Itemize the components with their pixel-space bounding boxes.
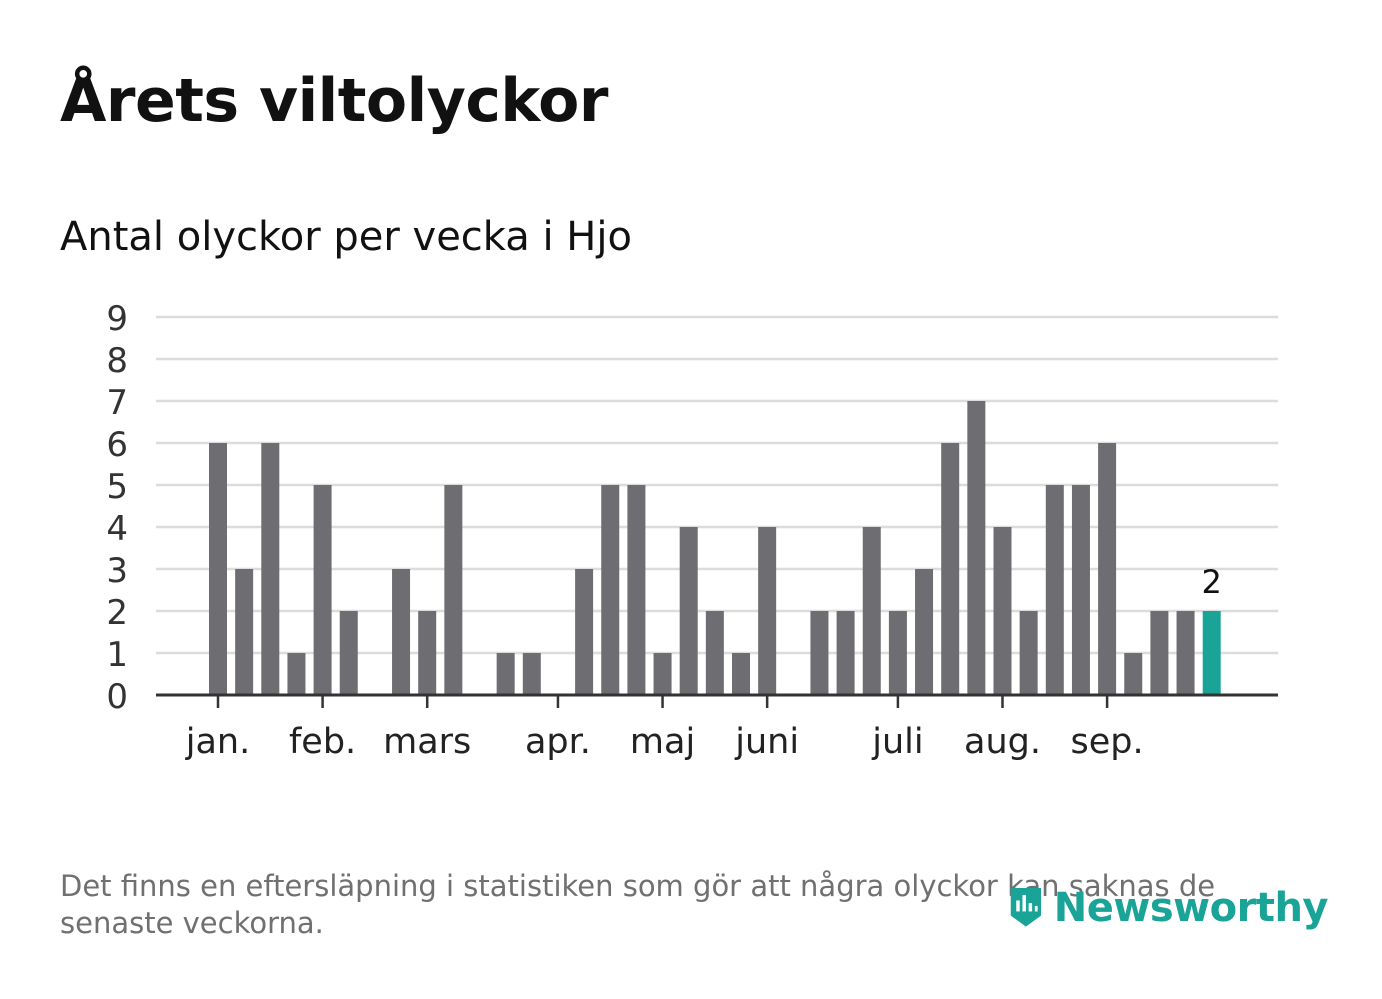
newsworthy-logo: Newsworthy	[1008, 872, 1329, 944]
x-tick-label: apr.	[525, 722, 591, 762]
bar	[1045, 485, 1064, 695]
bar	[915, 569, 934, 695]
x-tick-label: juli	[871, 722, 923, 762]
bar	[444, 485, 463, 695]
y-tick-label: 6	[106, 425, 128, 465]
bar	[705, 611, 724, 695]
highlight-data-label: 2	[1202, 563, 1222, 601]
bar	[1124, 653, 1143, 695]
x-tick-label: juni	[734, 722, 799, 762]
bar	[627, 485, 646, 695]
bar	[496, 653, 515, 695]
bar	[732, 653, 750, 695]
bar	[993, 527, 1012, 695]
bar	[392, 569, 411, 695]
bar	[836, 611, 855, 695]
data-labels: 2	[1202, 563, 1222, 601]
bar	[810, 611, 829, 695]
y-tick-label: 8	[106, 341, 128, 381]
bar	[418, 611, 437, 695]
bar	[209, 443, 227, 695]
x-tick-label: aug.	[964, 722, 1041, 762]
x-axis-ticks: jan. feb. mars apr. maj juni juli aug. sep.	[185, 695, 1144, 762]
bar	[235, 569, 254, 695]
x-tick-label: sep.	[1071, 722, 1144, 762]
y-tick-label: 7	[106, 383, 128, 423]
bar	[1071, 485, 1090, 695]
bar	[653, 653, 672, 695]
logo-text: Newsworthy	[1053, 885, 1329, 931]
bar	[1150, 611, 1169, 695]
newsworthy-logo-icon	[1010, 888, 1042, 927]
bar	[679, 527, 698, 695]
footnote: Det finns en eftersläpning i statistiken…	[60, 869, 1216, 940]
bar	[261, 443, 280, 695]
grid-lines	[156, 315, 1278, 655]
bar	[888, 611, 907, 695]
x-tick-label: maj	[630, 722, 695, 762]
x-tick-label: mars	[383, 722, 471, 762]
bar	[522, 653, 541, 695]
y-tick-label: 5	[106, 467, 128, 507]
x-tick-label: jan.	[185, 722, 250, 762]
bar	[313, 485, 332, 695]
bar-highlight	[1202, 611, 1221, 695]
x-tick-label: feb.	[289, 722, 356, 762]
bar	[862, 527, 881, 695]
y-tick-label: 1	[106, 635, 128, 675]
chart-subtitle: Antal olyckor per vecka i Hjo	[60, 214, 632, 260]
bar	[601, 485, 620, 695]
bar	[287, 653, 306, 695]
bar	[1098, 443, 1117, 695]
bars	[209, 401, 1221, 695]
bar	[1019, 611, 1038, 695]
bar	[967, 401, 986, 695]
chart-title: Årets viltolyckor	[60, 66, 609, 136]
y-tick-label: 4	[106, 509, 128, 549]
bar	[941, 443, 960, 695]
bar	[339, 611, 358, 695]
y-tick-label: 3	[106, 551, 128, 591]
y-tick-label: 0	[106, 677, 128, 717]
bar	[575, 569, 594, 695]
bar	[758, 527, 777, 695]
bar	[1176, 611, 1195, 695]
y-tick-label: 2	[106, 593, 128, 633]
y-tick-label: 9	[106, 299, 128, 339]
